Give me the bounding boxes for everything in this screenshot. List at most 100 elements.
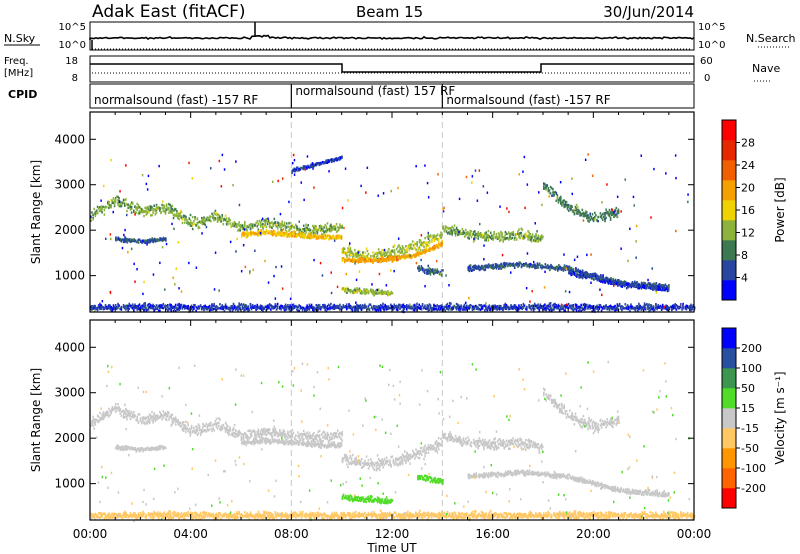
echo-cell <box>544 187 546 190</box>
echo-cell <box>284 234 286 237</box>
echo-cell <box>531 233 534 236</box>
noise-cell <box>162 200 164 203</box>
echo-cell <box>540 306 543 310</box>
echo-cell <box>581 269 584 272</box>
echo-cell <box>99 306 101 309</box>
echo-cell <box>640 308 642 311</box>
echo-cell <box>408 306 410 310</box>
echo-cell <box>151 306 153 309</box>
echo-cell <box>396 308 399 312</box>
echo-cell <box>446 302 449 306</box>
echo-cell <box>664 305 666 309</box>
echo-cell <box>201 308 203 311</box>
echo-cell <box>601 280 603 283</box>
echo-cell <box>354 289 356 292</box>
echo-cell <box>114 306 117 310</box>
echo-cell <box>306 235 309 239</box>
echo-cell <box>105 307 108 310</box>
echo-cell <box>250 231 252 234</box>
echo-cell <box>423 240 425 244</box>
echo-cell <box>418 246 421 249</box>
echo-cell <box>213 304 215 307</box>
echo-cell <box>293 232 295 235</box>
echo-cell <box>174 208 177 211</box>
echo-cell <box>186 305 188 308</box>
echo-cell <box>426 268 428 271</box>
echo-cell <box>420 251 423 254</box>
echo-cell <box>433 238 435 241</box>
echo-cell <box>381 254 383 257</box>
echo-cell <box>349 253 352 256</box>
echo-cell <box>117 302 119 306</box>
echo-cell <box>197 225 200 228</box>
echo-cell <box>584 303 587 307</box>
echo-cell <box>94 307 97 310</box>
echo-cell <box>518 304 520 307</box>
echo-cell <box>493 307 495 310</box>
echo-cell <box>558 198 561 202</box>
echo-cell <box>398 306 400 309</box>
echo-cell <box>393 251 396 255</box>
echo-cell <box>689 308 691 312</box>
echo-cell <box>571 269 574 273</box>
echo-cell <box>327 234 329 237</box>
echo-cell <box>231 305 234 308</box>
echo-cell <box>614 213 616 217</box>
echo-cell <box>361 304 364 307</box>
echo-cell <box>374 290 377 293</box>
echo-cell <box>203 218 205 221</box>
echo-cell <box>530 240 533 243</box>
echo-cell <box>148 205 151 208</box>
echo-cell <box>400 250 403 253</box>
echo-cell <box>396 247 398 251</box>
echo-cell <box>319 229 322 232</box>
echo-cell <box>567 209 570 212</box>
echo-cell <box>356 290 358 293</box>
echo-cell <box>381 291 383 294</box>
echo-cell <box>484 309 486 312</box>
echo-cell <box>151 239 153 242</box>
echo-cell <box>295 167 298 171</box>
echo-cell <box>547 188 550 191</box>
echo-cell <box>643 307 646 310</box>
noise-cell <box>281 287 284 290</box>
echo-cell <box>362 257 364 261</box>
echo-cell <box>298 234 301 237</box>
echo-cell <box>457 233 459 237</box>
echo-cell <box>233 222 236 226</box>
echo-cell <box>95 212 98 215</box>
echo-cell <box>606 277 609 281</box>
echo-cell <box>358 289 361 292</box>
noise-cell <box>442 210 445 213</box>
echo-cell <box>259 304 262 307</box>
echo-cell <box>493 306 495 309</box>
echo-cell <box>433 239 435 242</box>
echo-cell <box>550 194 553 197</box>
echo-cell <box>356 303 358 307</box>
echo-cell <box>282 224 285 228</box>
echo-cell <box>616 209 619 213</box>
echo-cell <box>351 306 354 310</box>
echo-cell <box>112 307 115 311</box>
echo-cell <box>513 236 516 239</box>
echo-cell <box>521 306 524 309</box>
echo-cell <box>346 291 348 294</box>
echo-cell <box>341 155 343 158</box>
echo-cell <box>500 230 502 234</box>
echo-cell <box>419 239 422 242</box>
echo-cell <box>297 228 299 231</box>
echo-cell <box>434 271 436 274</box>
echo-cell <box>618 302 621 306</box>
echo-cell <box>315 230 317 233</box>
echo-cell <box>580 306 582 309</box>
echo-cell <box>581 208 584 212</box>
noise-cell <box>94 309 96 312</box>
echo-cell <box>638 287 640 290</box>
echo-cell <box>314 164 316 167</box>
echo-cell <box>643 302 646 305</box>
echo-cell <box>235 222 237 226</box>
echo-cell <box>568 268 570 271</box>
echo-cell <box>517 230 519 233</box>
echo-cell <box>216 306 219 309</box>
echo-cell <box>385 305 388 308</box>
